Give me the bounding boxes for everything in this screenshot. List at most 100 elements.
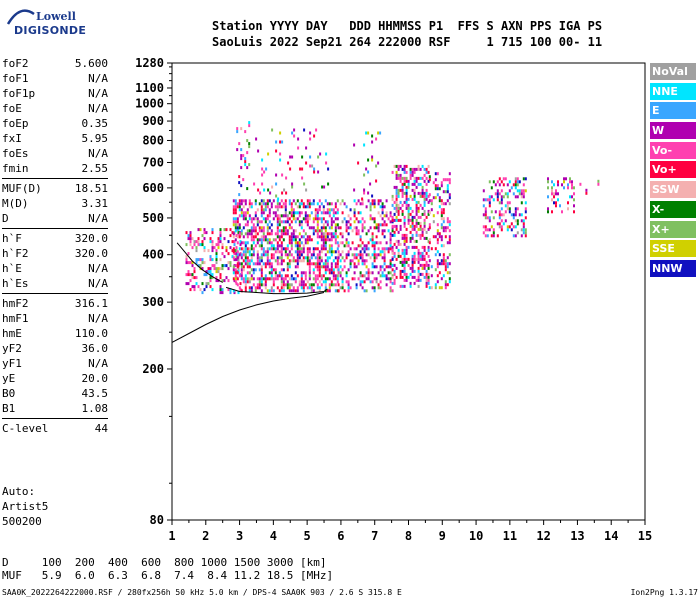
echo-point (417, 248, 420, 252)
echo-point (399, 224, 402, 228)
echo-point (341, 286, 344, 290)
echo-point (305, 146, 308, 150)
echo-point (240, 256, 243, 260)
echo-point (258, 277, 261, 281)
echo-point (484, 213, 487, 217)
echo-point (266, 247, 269, 251)
echo-point (305, 188, 308, 192)
echo-point (448, 223, 451, 227)
echo-point (288, 259, 291, 263)
echo-point (569, 177, 571, 181)
echo-point (252, 283, 255, 287)
echo-point (322, 235, 325, 239)
echo-point (300, 202, 303, 206)
echo-point (403, 266, 406, 270)
echo-point (242, 259, 245, 263)
echo-point (232, 223, 235, 227)
echo-point (553, 195, 555, 199)
echo-point (442, 259, 445, 263)
echo-point (248, 199, 251, 203)
echo-point (488, 219, 491, 223)
echo-point (409, 284, 412, 288)
echo-point (236, 148, 239, 152)
echo-point (270, 277, 273, 281)
echo-point (488, 195, 491, 199)
echo-point (250, 289, 253, 293)
echo-point (254, 229, 257, 233)
echo-point (559, 204, 561, 208)
echo-point (330, 250, 333, 254)
param-label: C-level (2, 422, 49, 435)
echo-point (363, 191, 366, 195)
param-value: 5.95 (81, 132, 109, 145)
echo-point (438, 253, 441, 257)
echo-point (328, 268, 331, 272)
echo-point (296, 211, 299, 215)
echo-point (291, 155, 294, 159)
echo-point (371, 155, 374, 159)
echo-point (300, 253, 303, 257)
echo-point (359, 244, 362, 248)
echo-point (215, 258, 218, 262)
echo-point (300, 271, 303, 275)
echo-point (492, 198, 495, 202)
echo-point (438, 199, 441, 203)
echo-point (359, 250, 362, 254)
echo-point (353, 220, 356, 224)
echo-point (221, 288, 224, 292)
echo-point (446, 217, 449, 221)
echo-point (236, 250, 239, 254)
echo-point (444, 226, 447, 230)
echo-point (266, 229, 269, 233)
echo-point (415, 209, 418, 213)
echo-point (391, 275, 394, 279)
echo-point (318, 217, 321, 221)
echo-point (263, 188, 266, 192)
echo-point (240, 247, 243, 251)
echo-point (238, 193, 241, 197)
echo-point (415, 224, 418, 228)
echo-point (508, 225, 511, 229)
echo-point (510, 228, 513, 232)
echo-point (385, 247, 388, 251)
echo-point (387, 229, 390, 233)
echo-point (498, 192, 501, 196)
echo-point (221, 252, 224, 256)
echo-point (240, 127, 243, 131)
echo-point (300, 283, 303, 287)
echo-point (229, 246, 232, 250)
echo-point (244, 130, 247, 134)
echo-point (383, 220, 386, 224)
echo-point (316, 262, 319, 266)
echo-point (290, 220, 293, 224)
echo-point (197, 240, 200, 244)
echo-point (231, 231, 234, 235)
echo-point (185, 282, 188, 286)
echo-point (563, 186, 565, 190)
echo-point (282, 277, 285, 281)
echo-point (490, 195, 493, 199)
echo-point (252, 229, 255, 233)
echo-point (288, 223, 291, 227)
echo-point (207, 249, 210, 253)
echo-point (405, 191, 408, 195)
echo-point (399, 254, 402, 258)
echo-point (506, 201, 509, 205)
echo-point (375, 280, 378, 284)
echo-point (201, 261, 204, 265)
echo-point (442, 220, 445, 224)
echo-point (317, 155, 320, 159)
echo-point (240, 277, 243, 281)
echo-point (270, 244, 273, 248)
echo-point (246, 151, 249, 155)
echo-point (293, 128, 296, 132)
echo-point (401, 176, 404, 180)
echo-point (397, 173, 400, 177)
echo-point (446, 271, 449, 275)
echo-point (275, 182, 278, 186)
param-label: foF2 (2, 57, 29, 70)
echo-point (328, 244, 331, 248)
echo-point (381, 265, 384, 269)
echo-point (229, 234, 232, 238)
echo-point (405, 248, 408, 252)
